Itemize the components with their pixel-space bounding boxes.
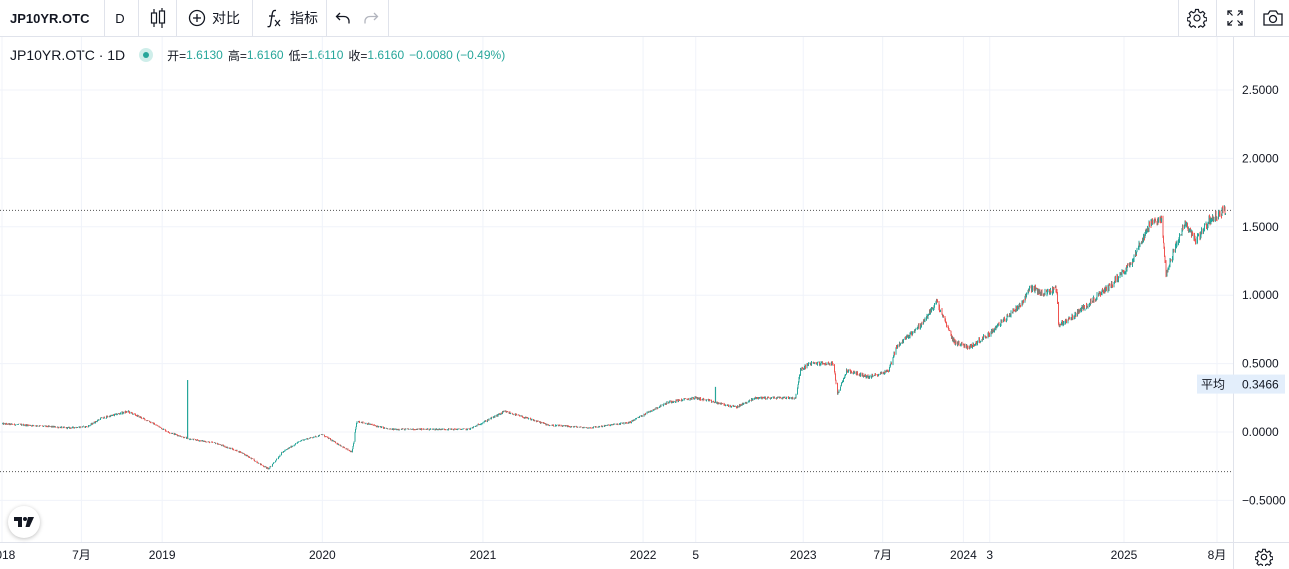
toolbar-divider <box>1216 0 1217 36</box>
series-legend: JP10YR.OTC · 1D 开= 1.6130 高= 1.6160 低= 1… <box>10 46 510 64</box>
time-tick-label: 2025 <box>1111 548 1138 562</box>
time-tick-label: 2024 <box>950 548 977 562</box>
grid <box>0 37 1233 542</box>
redo-button[interactable] <box>358 0 384 36</box>
toolbar-divider <box>388 0 389 36</box>
candlestick-icon <box>150 8 166 28</box>
time-tick-label: 2018 <box>0 548 16 562</box>
price-tick-label: 1.5000 <box>1242 220 1279 234</box>
indicators-button[interactable]: 指标 <box>256 0 326 36</box>
legend-high-value: 1.6160 <box>246 48 284 62</box>
legend-high-label: 高= <box>227 48 247 63</box>
toolbar-divider <box>176 0 177 36</box>
interval-label: D <box>115 10 125 26</box>
compare-label: 对比 <box>212 10 240 26</box>
chart-type-button[interactable] <box>140 0 176 36</box>
average-badge-value: 0.3466 <box>1242 378 1279 392</box>
time-tick-label: 2019 <box>149 548 176 562</box>
price-tick-label: −0.5000 <box>1242 493 1286 507</box>
toolbar-divider <box>1178 0 1179 36</box>
legend-close-label: 收= <box>348 48 368 63</box>
indicators-label: 指标 <box>290 10 318 26</box>
price-chart[interactable]: 2.5000 2.0000 1.5000 1.0000 0.5000 0.0000 −0.5… <box>0 37 1289 569</box>
time-tick-label: 7月 <box>873 548 892 562</box>
toolbar-divider <box>252 0 253 36</box>
toolbar-divider <box>104 0 105 36</box>
toolbar-divider <box>1254 0 1255 36</box>
chart-settings-gear-icon[interactable] <box>1255 548 1273 566</box>
snapshot-button[interactable] <box>1258 0 1288 36</box>
time-tick-label: 2022 <box>630 548 657 562</box>
top-toolbar: JP10YR.OTC D 对比 指标 <box>0 0 1289 37</box>
legend-open-value: 1.6130 <box>186 48 223 62</box>
legend-title: JP10YR.OTC · 1D <box>10 47 126 63</box>
price-tick-label: 2.0000 <box>1242 151 1279 165</box>
interval-button[interactable]: D <box>104 0 136 36</box>
candles <box>2 205 1226 470</box>
legend-close-value: 1.6160 <box>367 48 405 62</box>
legend-change: −0.0080 (−0.49%) <box>409 48 506 62</box>
undo-icon <box>335 12 350 24</box>
symbol-search-button[interactable]: JP10YR.OTC <box>0 0 104 36</box>
legend-low-value: 1.6110 <box>307 48 344 62</box>
time-axis[interactable]: 2018 7月 2019 2020 2021 2022 5 2023 7月 2024 3 2025 8月 <box>0 548 1226 562</box>
price-axis[interactable]: 2.5000 2.0000 1.5000 1.0000 0.5000 0.0000 −0.5… <box>1242 83 1286 507</box>
toolbar-divider <box>326 0 327 36</box>
price-tick-label: 0.0000 <box>1242 425 1279 439</box>
time-tick-label: 7月 <box>72 548 91 562</box>
average-badge-label: 平均 <box>1201 378 1225 392</box>
tradingview-logo-icon <box>14 517 34 527</box>
settings-button[interactable] <box>1182 0 1212 36</box>
compare-button[interactable]: 对比 <box>180 0 252 36</box>
plus-circle-icon <box>188 9 206 27</box>
time-tick-label: 5 <box>692 548 699 562</box>
average-badge: 平均 0.3466 <box>1197 374 1285 394</box>
market-status-icon[interactable] <box>139 48 154 62</box>
gear-icon <box>1187 8 1207 28</box>
function-icon <box>267 9 281 28</box>
redo-icon <box>364 12 379 24</box>
legend-open-label: 开= <box>167 48 187 63</box>
legend-low-label: 低= <box>288 48 308 63</box>
time-tick-label: 2021 <box>470 548 497 562</box>
camera-icon <box>1263 10 1283 26</box>
time-tick-label: 2023 <box>790 548 817 562</box>
tradingview-logo[interactable] <box>8 506 40 538</box>
price-tick-label: 2.5000 <box>1242 83 1279 97</box>
toolbar-divider <box>138 0 139 36</box>
average-badge-background <box>1197 374 1285 394</box>
fullscreen-icon <box>1227 10 1243 26</box>
time-tick-label: 3 <box>986 548 993 562</box>
time-tick-label: 2020 <box>309 548 336 562</box>
fullscreen-button[interactable] <box>1220 0 1250 36</box>
price-tick-label: 0.5000 <box>1242 357 1279 371</box>
time-tick-label: 8月 <box>1208 548 1227 562</box>
symbol-name: JP10YR.OTC <box>10 10 90 26</box>
undo-button[interactable] <box>330 0 356 36</box>
price-tick-label: 1.0000 <box>1242 288 1279 302</box>
